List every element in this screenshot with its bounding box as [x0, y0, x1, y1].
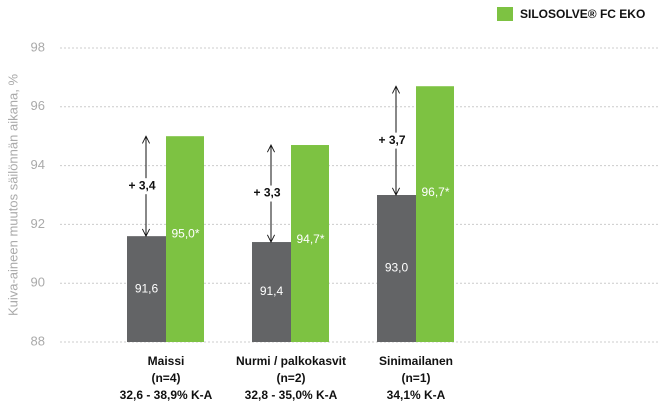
- annotation: + 3,4: [128, 178, 155, 192]
- x-tick-label: (n=2): [276, 371, 305, 385]
- legend-label: SILOSOLVE® FC EKO: [520, 7, 645, 21]
- y-tick-label: 92: [31, 216, 45, 231]
- x-tick-label: Maissi: [148, 354, 185, 368]
- annotation-bg: [380, 132, 412, 149]
- x-tick-label: Nurmi / palkokasvit: [236, 354, 346, 368]
- y-tick-label: 90: [31, 275, 45, 290]
- x-tick-label: 34,1% K-A: [387, 388, 446, 402]
- annotation-bg: [130, 178, 162, 195]
- y-axis-label: Kuiva-aineen muutos säilönnän aikana, %: [5, 74, 20, 317]
- y-tick-label: 96: [31, 98, 45, 113]
- annotation: + 3,3: [253, 186, 280, 200]
- x-tick-label: Sinimailanen: [379, 354, 453, 368]
- value-label: 91,4: [260, 284, 284, 298]
- bar: [166, 136, 204, 342]
- y-tick-label: 88: [31, 333, 45, 348]
- value-label: 93,0: [385, 261, 409, 275]
- x-tick-label: (n=1): [401, 371, 430, 385]
- annotation: + 3,7: [378, 133, 405, 147]
- bar: [291, 145, 329, 342]
- x-tick-label: 32,8 - 35,0% K-A: [245, 388, 338, 402]
- x-tick-label: (n=4): [151, 371, 180, 385]
- bar: [127, 236, 166, 342]
- y-tick-label: 98: [31, 39, 45, 54]
- x-tick-label: 32,6 - 38,9% K-A: [120, 388, 213, 402]
- y-tick-label: 94: [31, 157, 45, 172]
- value-label: 94,7*: [296, 232, 324, 246]
- bar: [252, 242, 291, 342]
- legend-swatch: [497, 7, 513, 21]
- value-label: 96,7*: [421, 185, 449, 199]
- bar: [377, 195, 416, 342]
- bar: [416, 86, 454, 342]
- annotation-bg: [255, 185, 287, 202]
- value-label: 91,6: [135, 281, 159, 295]
- value-label: 95,0*: [171, 226, 199, 240]
